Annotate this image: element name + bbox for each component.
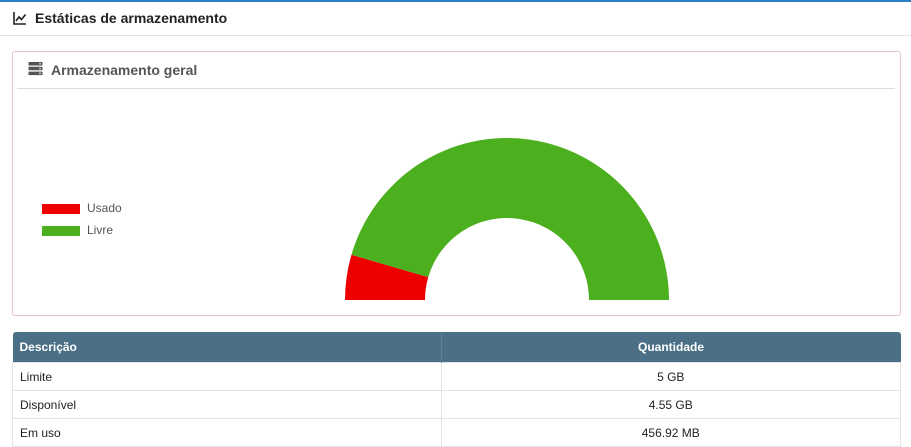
- panel-title: Armazenamento geral: [51, 62, 198, 78]
- storage-stats-table: Descrição Quantidade Limite 5 GB Disponí…: [12, 332, 901, 447]
- table-header-row: Descrição Quantidade: [12, 332, 901, 363]
- legend-label-used: Usado: [87, 201, 122, 215]
- column-header-quantity[interactable]: Quantidade: [441, 332, 901, 363]
- row-available-label: Disponível: [12, 390, 442, 419]
- legend-swatch-free: [42, 226, 80, 236]
- table-row: Em uso 456.92 MB: [12, 418, 901, 447]
- page-title: Estáticas de armazenamento: [35, 10, 228, 26]
- table-row: Disponível 4.55 GB: [12, 390, 901, 419]
- legend-label-free: Livre: [87, 223, 114, 237]
- gauge-slice-free[interactable]: [351, 138, 669, 300]
- line-chart-icon: [13, 11, 27, 25]
- table-row: Limite 5 GB: [12, 362, 901, 391]
- row-in-use-label: Em uso: [12, 418, 442, 447]
- row-limit-label: Limite: [12, 362, 442, 391]
- page-header: Estáticas de armazenamento: [0, 2, 911, 36]
- row-in-use-value: 456.92 MB: [440, 418, 901, 447]
- column-header-description[interactable]: Descrição: [12, 332, 442, 363]
- server-icon: [28, 61, 43, 76]
- storage-gauge-chart: [345, 138, 669, 300]
- storage-panel: Armazenamento geral Usado Livre: [12, 51, 901, 316]
- row-available-value: 4.55 GB: [440, 390, 901, 419]
- legend-swatch-used: [42, 204, 80, 214]
- gauge-slice-used[interactable]: [345, 254, 429, 300]
- panel-header: Armazenamento geral: [17, 52, 895, 89]
- row-limit-value: 5 GB: [440, 362, 901, 391]
- top-accent-line: [0, 0, 911, 2]
